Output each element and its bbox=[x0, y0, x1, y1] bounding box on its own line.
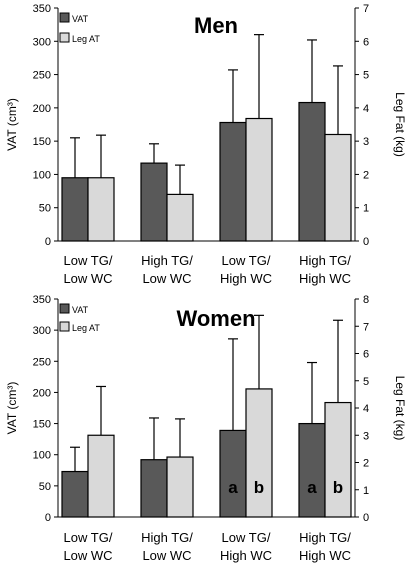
category-label: High TG/ bbox=[141, 253, 193, 268]
legend-label: VAT bbox=[72, 305, 89, 315]
leg-at-bar bbox=[324, 401, 352, 518]
significance-label: b bbox=[254, 478, 264, 497]
right-tick-label: 2 bbox=[363, 169, 369, 181]
category-label: High TG/ bbox=[299, 530, 351, 545]
leg-at-bar bbox=[324, 133, 352, 242]
significance-label: a bbox=[307, 478, 317, 497]
category-label: High TG/ bbox=[141, 530, 193, 545]
category-label: High WC bbox=[299, 548, 351, 563]
right-tick-label: 3 bbox=[363, 136, 369, 148]
vat-bar bbox=[61, 470, 89, 518]
vat-bar bbox=[219, 121, 247, 242]
category-label: High WC bbox=[220, 271, 272, 286]
category-label: High WC bbox=[299, 271, 351, 286]
right-tick-label: 8 bbox=[363, 294, 369, 306]
category-label: Low TG/ bbox=[64, 253, 113, 268]
left-tick-label: 250 bbox=[33, 70, 51, 82]
category-label: Low WC bbox=[142, 548, 191, 563]
right-tick-label: 5 bbox=[363, 70, 369, 82]
left-tick-label: 0 bbox=[45, 236, 51, 248]
legend-label: Leg AT bbox=[72, 323, 100, 333]
vat-bar bbox=[140, 459, 168, 518]
category-label: Low TG/ bbox=[64, 530, 113, 545]
vat-bar bbox=[61, 177, 89, 242]
y-axis-label: VAT (cm³) bbox=[5, 98, 19, 151]
significance-label: b bbox=[333, 478, 343, 497]
legend-label: VAT bbox=[72, 14, 89, 24]
category-label: Low WC bbox=[142, 271, 191, 286]
left-tick-label: 100 bbox=[33, 450, 51, 462]
category-label: Low TG/ bbox=[222, 530, 271, 545]
right-tick-label: 6 bbox=[363, 36, 369, 48]
chart-title: Women bbox=[176, 306, 255, 331]
y2-axis-label: Leg Fat (kg) bbox=[393, 92, 407, 157]
legend-swatch bbox=[59, 32, 70, 43]
category-label: Low WC bbox=[63, 548, 112, 563]
right-tick-label: 7 bbox=[363, 321, 369, 333]
category-label: Low WC bbox=[63, 271, 112, 286]
category-label: High TG/ bbox=[299, 253, 351, 268]
right-tick-label: 6 bbox=[363, 349, 369, 361]
legend-label: Leg AT bbox=[72, 34, 100, 44]
leg-at-bar bbox=[87, 177, 115, 242]
y2-axis-label: Leg Fat (kg) bbox=[393, 376, 407, 441]
left-tick-label: 200 bbox=[33, 103, 51, 115]
leg-at-bar bbox=[166, 456, 194, 518]
left-tick-label: 0 bbox=[45, 512, 51, 524]
left-tick-label: 100 bbox=[33, 169, 51, 181]
legend-swatch bbox=[59, 12, 70, 23]
leg-at-bar bbox=[166, 193, 194, 242]
vat-bar bbox=[298, 422, 326, 518]
chart-title: Men bbox=[194, 13, 238, 38]
y-axis-label: VAT (cm³) bbox=[5, 382, 19, 435]
left-tick-label: 250 bbox=[33, 356, 51, 368]
right-tick-label: 4 bbox=[363, 403, 369, 415]
left-tick-label: 150 bbox=[33, 419, 51, 431]
left-tick-label: 200 bbox=[33, 387, 51, 399]
left-tick-label: 300 bbox=[33, 325, 51, 337]
left-tick-label: 50 bbox=[39, 203, 51, 215]
right-tick-label: 1 bbox=[363, 485, 369, 497]
left-tick-label: 350 bbox=[33, 294, 51, 306]
leg-at-bar bbox=[245, 117, 273, 242]
left-tick-label: 300 bbox=[33, 36, 51, 48]
left-tick-label: 50 bbox=[39, 481, 51, 493]
vat-bar bbox=[140, 162, 168, 242]
men-chart: 0 50 100 150 200 250 300 350 0 1 2 3 4 5 6 7 VAT (cm³) Le… bbox=[5, 3, 407, 286]
right-tick-label: 7 bbox=[363, 3, 369, 15]
leg-at-bar bbox=[245, 388, 273, 518]
right-tick-label: 4 bbox=[363, 103, 369, 115]
right-tick-label: 0 bbox=[363, 236, 369, 248]
women-chart: 0 50 100 150 200 250 300 350 0 1 2 3 4 5 6 7 8 VAT (cm³) L… bbox=[5, 294, 407, 563]
vat-bar bbox=[219, 429, 247, 518]
right-tick-label: 0 bbox=[363, 512, 369, 524]
left-tick-label: 150 bbox=[33, 136, 51, 148]
category-label: Low TG/ bbox=[222, 253, 271, 268]
leg-at-bar bbox=[87, 434, 115, 518]
right-tick-label: 5 bbox=[363, 376, 369, 388]
right-tick-label: 1 bbox=[363, 203, 369, 215]
vat-bar bbox=[298, 101, 326, 242]
category-label: High WC bbox=[220, 548, 272, 563]
left-tick-label: 350 bbox=[33, 3, 51, 15]
legend-swatch bbox=[59, 303, 70, 314]
right-tick-label: 3 bbox=[363, 430, 369, 442]
legend-swatch bbox=[59, 321, 70, 332]
significance-label: a bbox=[228, 478, 238, 497]
right-tick-label: 2 bbox=[363, 458, 369, 470]
